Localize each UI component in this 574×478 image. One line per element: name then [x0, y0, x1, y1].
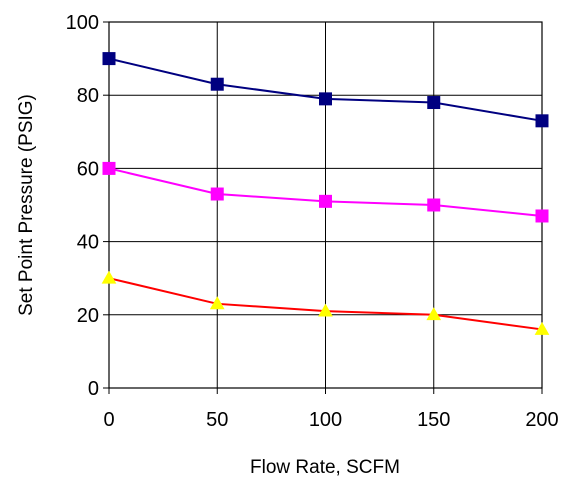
y-tick-label: 60 [77, 158, 99, 180]
data-point [102, 161, 116, 175]
series-2 [102, 161, 549, 223]
data-point [426, 307, 442, 321]
y-tick-label: 0 [88, 378, 99, 400]
data-point [427, 198, 441, 212]
series-1 [102, 52, 549, 128]
data-point [101, 270, 117, 284]
data-point [210, 187, 224, 201]
data-point [534, 321, 550, 335]
y-tick-label: 80 [77, 85, 99, 107]
x-tick-labels: 0 50 100 150 200 [103, 409, 558, 431]
x-tick-label: 100 [309, 409, 342, 431]
data-point [210, 77, 224, 91]
y-tick-labels: 0 20 40 60 80 100 [66, 12, 99, 400]
data-point [427, 96, 441, 110]
y-axis-title: Set Point Pressure (PSIG) [16, 94, 37, 316]
y-tick-label: 100 [66, 12, 99, 34]
series-group [101, 52, 550, 335]
data-point [318, 303, 333, 317]
data-point [209, 296, 225, 310]
x-tick-label: 200 [525, 409, 558, 431]
data-point [319, 194, 332, 208]
x-tick-label: 50 [206, 409, 228, 431]
data-point [535, 114, 549, 128]
data-point [535, 209, 549, 223]
series-3 [101, 270, 550, 335]
x-tick-label: 150 [417, 409, 450, 431]
y-tick-label: 20 [77, 305, 99, 327]
data-point [102, 52, 116, 66]
x-axis-title: Flow Rate, SCFM [250, 457, 400, 478]
axes [103, 21, 543, 394]
data-point [319, 92, 332, 106]
x-tick-label: 0 [103, 409, 114, 431]
y-tick-label: 40 [77, 232, 99, 254]
